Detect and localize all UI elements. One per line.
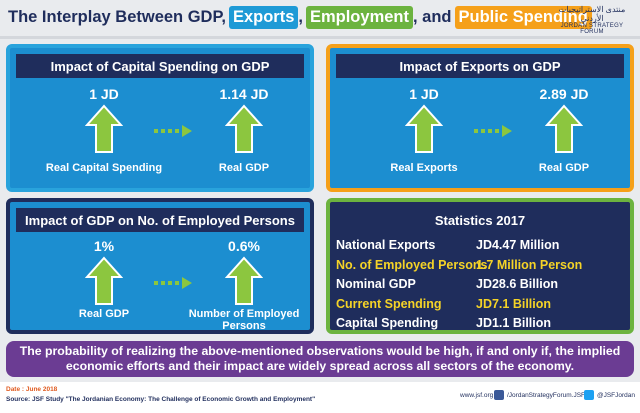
panel-title: Impact of Exports on GDP <box>336 54 624 78</box>
panel: Impact of GDP on No. of Employed Persons… <box>6 198 314 334</box>
value: 0.6% <box>228 238 260 254</box>
website: www.jsf.org <box>460 392 494 399</box>
panel-title: Impact of Capital Spending on GDP <box>16 54 304 78</box>
panel-body: 1% Real GDP 0.6% Number of Employed Persons <box>10 234 310 332</box>
panel-body: 1 JD Real Capital Spending 1.14 JD Real GDP <box>10 80 310 188</box>
date: Date : June 2018 <box>6 386 58 393</box>
panel-body: 1 JD Real Exports 2.89 JD Real GDP <box>330 80 630 188</box>
arrow <box>84 104 124 154</box>
footer: Date : June 2018 Source: JSF Study "The … <box>0 382 640 413</box>
stat-value: JD28.6 Billion <box>476 277 558 291</box>
divider <box>0 36 640 39</box>
arrow <box>224 104 264 154</box>
twitter: @JSFJordan <box>597 392 636 399</box>
title-text: The Interplay Between GDP, <box>8 8 226 26</box>
label: Real Capital Spending <box>45 162 163 174</box>
value: 1 JD <box>89 86 119 102</box>
twitter-icon <box>584 390 594 400</box>
label: Real GDP <box>538 162 590 174</box>
facebook: /JordanStrategyForum.JSF <box>507 392 586 399</box>
label: Real GDP <box>218 162 270 174</box>
arrow <box>84 256 124 306</box>
value: 1% <box>93 238 115 254</box>
facebook-icon <box>494 390 504 400</box>
panel-title: Statistics 2017 <box>336 208 624 232</box>
stat-label: No. of Employed Persons <box>336 257 488 272</box>
title-highlight: Employment <box>305 6 413 29</box>
stat-label: Nominal GDP <box>336 277 416 291</box>
stat-value: JD7.1 Billion <box>476 296 552 311</box>
value: 1 JD <box>409 86 439 102</box>
dotted-arrow <box>474 124 514 137</box>
title-text: , <box>298 8 303 26</box>
note: The probability of realizing the above-m… <box>6 341 634 377</box>
stat-value: JD4.47 Million <box>476 238 560 252</box>
label: Real Exports <box>390 162 458 174</box>
stat-label: Capital Spending <box>336 316 439 330</box>
dotted-arrow <box>154 124 194 137</box>
panel: Impact of Exports on GDP 1 JD Real Exports… <box>326 44 634 192</box>
label: Real GDP <box>78 308 130 320</box>
arrow <box>224 256 264 306</box>
arrow <box>544 104 584 154</box>
logo: منتدى الاستراتيجيات الأردني JORDAN STRAT… <box>548 5 636 35</box>
logo-english: JORDAN STRATEGY FORUM <box>560 23 624 35</box>
stat-value: 1.7 Million Person <box>476 257 583 272</box>
value: 2.89 JD <box>539 86 589 102</box>
stat-label: Current Spending <box>336 296 442 311</box>
arrow <box>404 104 444 154</box>
statistics-panel: Statistics 2017 National Exports JD4.47 Mi… <box>326 198 634 334</box>
label: Number of Employed Persons <box>188 308 300 332</box>
title-highlight: Exports <box>228 6 299 29</box>
title-text: , and <box>413 8 452 26</box>
stat-value: JD1.1 Billion <box>476 316 552 330</box>
panel-title: Impact of GDP on No. of Employed Persons <box>16 208 304 232</box>
logo-arabic: منتدى الاستراتيجيات الأردني <box>558 5 626 23</box>
title: The Interplay Between GDP, Exports , Emp… <box>8 6 595 29</box>
title-highlight: Public Spending <box>454 6 592 29</box>
dotted-arrow <box>154 276 194 289</box>
value: 1.14 JD <box>219 86 269 102</box>
stat-label: National Exports <box>336 238 436 252</box>
panel: Impact of Capital Spending on GDP 1 JD Rea… <box>6 44 314 192</box>
source: Source: JSF Study "The Jordanian Economy… <box>6 396 316 403</box>
